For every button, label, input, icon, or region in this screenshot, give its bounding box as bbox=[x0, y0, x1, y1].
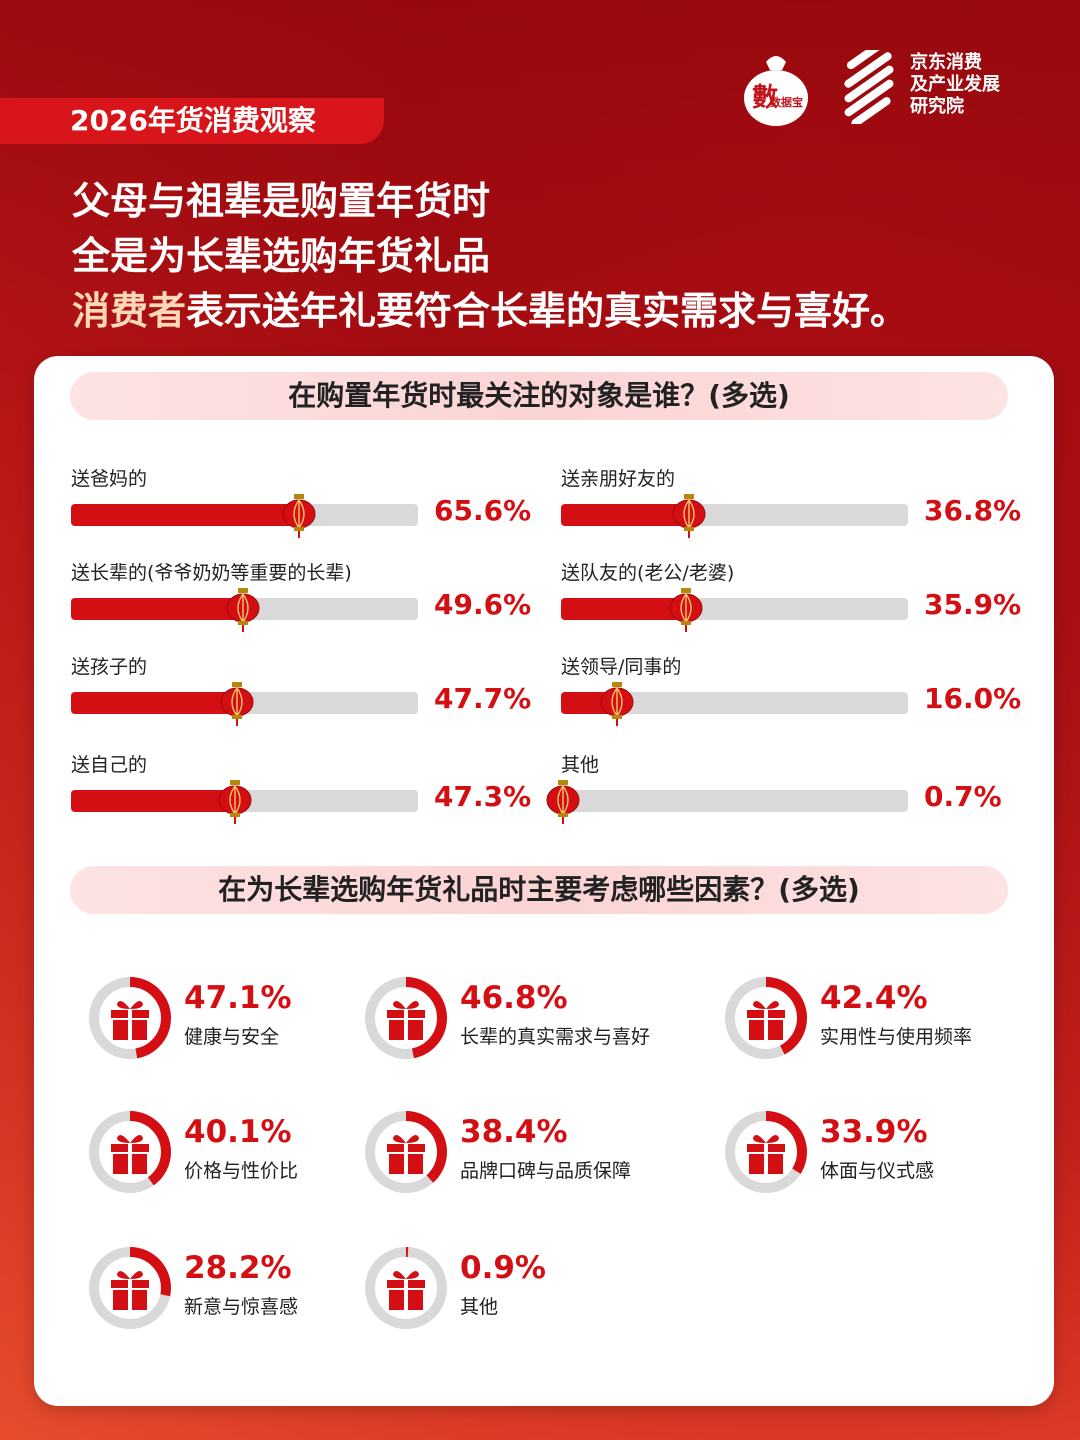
lantern-icon bbox=[669, 588, 703, 632]
bar-label: 送自己的 bbox=[71, 754, 148, 776]
bar-label: 送亲朋好友的 bbox=[561, 468, 676, 490]
ring-gauge bbox=[365, 1111, 447, 1193]
gift-icon bbox=[111, 1000, 149, 1040]
svg-text:數: 數 bbox=[752, 83, 778, 113]
bar-label: 送领导/同事的 bbox=[561, 656, 682, 678]
bar-value: 35.9% bbox=[924, 588, 1022, 621]
headline-highlight: 消费者 bbox=[72, 289, 187, 333]
ring-value: 46.8% bbox=[460, 980, 568, 1016]
ring-arc bbox=[365, 1111, 447, 1193]
gift-icon bbox=[111, 1270, 149, 1310]
bar-fill bbox=[71, 790, 236, 812]
lantern-icon bbox=[282, 494, 316, 538]
bar-label: 送长辈的(爷爷奶奶等重要的长辈) bbox=[71, 562, 352, 584]
stripes-logo-icon bbox=[844, 50, 894, 124]
headline-line-3: 消费者表示送年礼要符合长辈的真实需求与喜好。 bbox=[72, 284, 908, 339]
ring-value: 47.1% bbox=[184, 980, 292, 1016]
bar-value: 47.7% bbox=[434, 682, 532, 715]
ring-label: 新意与惊喜感 bbox=[184, 1296, 299, 1318]
headline-line-1: 父母与祖辈是购置年货时 bbox=[72, 179, 491, 223]
bar-chart-title: 在购置年货时最关注的对象是谁？(多选) bbox=[70, 372, 1008, 420]
bar-value: 49.6% bbox=[434, 588, 532, 621]
lantern-icon bbox=[672, 494, 706, 538]
lantern-icon bbox=[546, 780, 580, 824]
ring-label: 品牌口碑与品质保障 bbox=[460, 1160, 632, 1182]
bar-track bbox=[561, 588, 908, 632]
org-line-1: 京东消费 bbox=[910, 52, 982, 73]
org-line-2: 及产业发展 bbox=[910, 74, 1000, 95]
bar-value: 47.3% bbox=[434, 780, 532, 813]
org-line-3: 研究院 bbox=[910, 96, 964, 117]
bar-track bbox=[546, 780, 908, 824]
report-tag: 2026年货消费观察 bbox=[0, 98, 384, 144]
lantern-icon bbox=[218, 780, 252, 824]
content-card: 在购置年货时最关注的对象是谁？(多选) 送爸妈的 65.6% 送长辈的(爷爷奶奶等重… bbox=[34, 356, 1054, 1406]
ring-value: 38.4% bbox=[460, 1114, 568, 1150]
gift-icon bbox=[387, 1134, 425, 1174]
ring-value: 0.9% bbox=[460, 1250, 546, 1286]
bar-fill bbox=[71, 692, 237, 714]
bar-label: 送队友的(老公/老婆) bbox=[561, 562, 735, 584]
ring-gauge bbox=[725, 1111, 807, 1193]
logo-badge-text: 数据宝 bbox=[770, 95, 803, 109]
headline: 父母与祖辈是购置年货时 全是为长辈选购年货礼品 消费者表示送年礼要符合长辈的真实… bbox=[72, 174, 908, 339]
ring-arc bbox=[365, 977, 447, 1059]
bar-value: 0.7% bbox=[924, 780, 1002, 813]
ring-value: 40.1% bbox=[184, 1114, 292, 1150]
ring-arc bbox=[89, 977, 171, 1059]
gift-icon bbox=[747, 1000, 785, 1040]
org-name: 京东消费 及产业发展 研究院 bbox=[910, 52, 1000, 118]
gift-icon bbox=[111, 1134, 149, 1174]
ring-chart-title: 在为长辈选购年货礼品时主要考虑哪些因素？(多选) bbox=[70, 866, 1008, 914]
bar-track bbox=[71, 780, 418, 824]
bar-track bbox=[71, 682, 418, 726]
ring-label: 体面与仪式感 bbox=[820, 1160, 935, 1182]
ring-arc bbox=[725, 1111, 807, 1193]
headline-rest: 表示送年礼要符合长辈的真实需求与喜好。 bbox=[186, 289, 909, 333]
lantern-icon bbox=[226, 588, 260, 632]
ring-arc bbox=[89, 1247, 171, 1329]
ring-gauge bbox=[89, 1111, 171, 1193]
lantern-icon bbox=[600, 682, 634, 726]
ring-gauge bbox=[365, 1247, 447, 1329]
ring-value: 42.4% bbox=[820, 980, 928, 1016]
gift-icon bbox=[387, 1270, 425, 1310]
bar-value: 36.8% bbox=[924, 494, 1022, 527]
bar-track bbox=[71, 494, 418, 538]
bar-track bbox=[71, 588, 418, 632]
ring-value: 28.2% bbox=[184, 1250, 292, 1286]
money-bag-logo-icon: 數 数据宝 bbox=[744, 56, 808, 126]
bar-fill bbox=[561, 598, 686, 620]
bar-fill bbox=[561, 504, 689, 526]
ring-arc bbox=[365, 1247, 447, 1329]
ring-value: 33.9% bbox=[820, 1114, 928, 1150]
bar-label: 送爸妈的 bbox=[71, 468, 148, 490]
ring-gauge bbox=[89, 977, 171, 1059]
bar-label: 其他 bbox=[561, 754, 600, 776]
ring-gauge bbox=[89, 1247, 171, 1329]
ring-label: 健康与安全 bbox=[184, 1026, 280, 1048]
gift-icon bbox=[747, 1134, 785, 1174]
bar-track bbox=[561, 682, 908, 726]
ring-gauge bbox=[725, 977, 807, 1059]
ring-label: 其他 bbox=[460, 1296, 499, 1318]
bar-fill bbox=[71, 504, 299, 526]
bar-value: 16.0% bbox=[924, 682, 1022, 715]
ring-gauge bbox=[365, 977, 447, 1059]
ring-label: 长辈的真实需求与喜好 bbox=[460, 1026, 651, 1048]
bar-value: 65.6% bbox=[434, 494, 532, 527]
bar-fill bbox=[71, 598, 244, 620]
ring-arc bbox=[89, 1111, 171, 1193]
ring-arc bbox=[725, 977, 807, 1059]
bar-label: 送孩子的 bbox=[71, 656, 148, 678]
lantern-icon bbox=[220, 682, 254, 726]
gift-icon bbox=[387, 1000, 425, 1040]
headline-line-2: 全是为长辈选购年货礼品 bbox=[72, 234, 491, 278]
ring-label: 实用性与使用频率 bbox=[820, 1026, 973, 1048]
bar-track bbox=[561, 494, 908, 538]
ring-label: 价格与性价比 bbox=[184, 1160, 299, 1182]
